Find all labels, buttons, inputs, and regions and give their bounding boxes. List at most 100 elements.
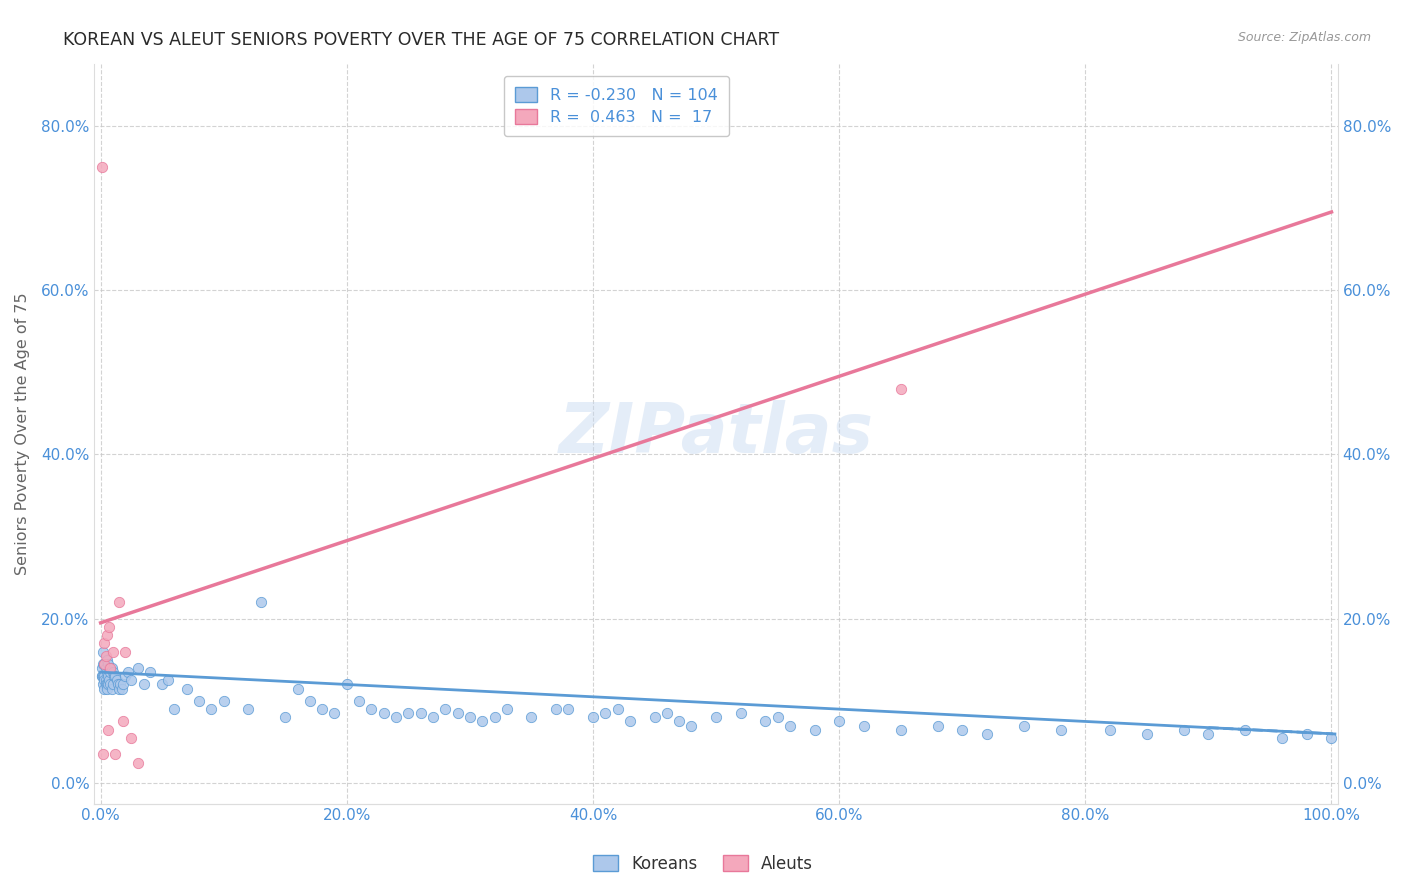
Point (323, 706, 346, 721)
Point (105, 673, 128, 688)
Point (101, 677, 124, 691)
Point (157, 673, 180, 688)
Point (111, 677, 134, 691)
Point (471, 714, 494, 729)
Point (150, 677, 173, 691)
Point (360, 702, 382, 716)
Point (94, 661, 117, 675)
Point (100, 677, 122, 691)
Text: Source: ZipAtlas.com: Source: ZipAtlas.com (1237, 31, 1371, 45)
Point (110, 681, 132, 696)
Point (90, 669, 112, 683)
Point (93, 681, 115, 696)
Point (852, 718, 875, 732)
Point (336, 677, 359, 691)
Point (127, 756, 149, 770)
Point (91, 657, 114, 671)
Point (97, 669, 120, 683)
Point (114, 644, 136, 658)
Point (890, 723, 912, 737)
Point (96, 677, 118, 691)
Point (94, 677, 117, 691)
Point (484, 710, 506, 724)
Point (1098, 723, 1121, 737)
Point (97, 677, 120, 691)
Point (803, 723, 825, 737)
Point (120, 731, 142, 745)
Point (98, 620, 121, 634)
Point (582, 710, 605, 724)
Point (704, 710, 727, 724)
Point (96, 628, 118, 642)
Point (422, 710, 444, 724)
Point (94, 673, 117, 688)
Point (107, 677, 129, 691)
Point (828, 714, 851, 729)
Point (1049, 723, 1071, 737)
Point (98, 661, 121, 675)
Point (287, 681, 309, 696)
Point (127, 661, 149, 675)
Point (163, 702, 186, 716)
Point (110, 677, 132, 691)
Point (101, 665, 124, 680)
Point (111, 714, 134, 729)
Point (766, 710, 789, 724)
Point (91, 677, 114, 691)
Point (668, 714, 690, 729)
Point (779, 718, 801, 732)
Point (274, 710, 297, 724)
Point (238, 702, 260, 716)
Point (103, 669, 125, 683)
Point (114, 669, 136, 683)
Point (1234, 723, 1257, 737)
Point (446, 706, 468, 721)
Point (93, 636, 115, 650)
Point (94, 648, 117, 663)
Point (655, 706, 678, 721)
Point (96, 653, 118, 667)
Point (298, 694, 321, 708)
Point (730, 706, 752, 721)
Point (927, 718, 949, 732)
Point (93, 657, 115, 671)
Legend: R = -0.230   N = 104, R =  0.463   N =  17: R = -0.230 N = 104, R = 0.463 N = 17 (503, 76, 730, 136)
Point (132, 677, 155, 691)
Point (754, 714, 776, 729)
Point (385, 710, 408, 724)
Point (976, 727, 998, 741)
Point (557, 702, 579, 716)
Point (91, 644, 114, 658)
Point (91, 747, 114, 762)
Point (520, 710, 543, 724)
Point (495, 702, 517, 716)
Point (97, 657, 120, 671)
Y-axis label: Seniors Poverty Over the Age of 75: Seniors Poverty Over the Age of 75 (15, 293, 30, 575)
Point (1136, 727, 1159, 741)
Point (1320, 731, 1343, 745)
Point (1295, 727, 1317, 741)
Point (96, 665, 118, 680)
Point (120, 673, 142, 688)
Point (104, 747, 127, 762)
Point (93, 669, 115, 683)
Point (100, 665, 122, 680)
Point (200, 702, 222, 716)
Point (139, 665, 162, 680)
Point (90, 160, 112, 174)
Point (434, 702, 457, 716)
Point (544, 702, 567, 716)
Point (100, 681, 122, 696)
Point (90, 669, 112, 683)
Point (593, 706, 616, 721)
Point (90, 661, 112, 675)
Text: ZIPatlas: ZIPatlas (558, 401, 873, 467)
Legend: Koreans, Aleuts: Koreans, Aleuts (586, 848, 820, 880)
Point (644, 710, 666, 724)
Point (1173, 723, 1195, 737)
Point (96, 681, 118, 696)
Point (890, 382, 912, 396)
Point (93, 673, 115, 688)
Point (619, 714, 641, 729)
Point (396, 706, 419, 721)
